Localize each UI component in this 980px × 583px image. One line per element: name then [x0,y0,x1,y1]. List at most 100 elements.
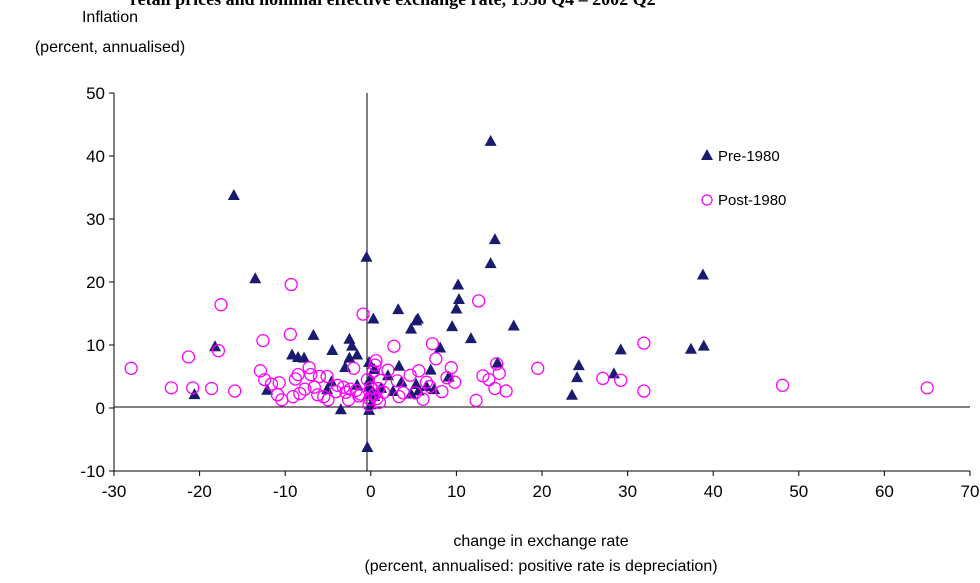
post-1980-point [372,395,387,409]
post-1980-point [291,367,305,382]
pre-1980-point [367,312,380,324]
pre-1980-point [326,344,339,356]
pre-1980-point [249,272,262,284]
post-1980-point [211,344,226,358]
pre-1980-point [405,322,418,334]
pre-1980-point [392,303,405,315]
y-axis-label-line2: (percent, annualised) [35,39,185,56]
post-1980-point [419,375,434,389]
pre-1980-point [393,359,406,371]
pre-1980-point [360,250,373,262]
pre-1980-point [614,343,627,355]
post-1980-point [381,363,395,377]
pre-1980-point [565,388,578,400]
post-1980-point [435,384,449,399]
post-1980-point [531,361,545,375]
y-tick-label: 0 [96,399,105,418]
post-1980-point [330,378,345,392]
x-tick-label: 60 [875,482,894,501]
x-tick-label: 10 [447,482,466,501]
post-1980-point [264,377,279,391]
pre-1980-point [428,383,441,395]
x-tick-label: -10 [273,482,298,501]
y-tick-label: 10 [86,336,105,355]
post-1980-point [253,364,268,378]
post-1980-point [307,380,321,394]
y-tick-label: 30 [86,210,105,229]
post-1980-point [369,354,383,368]
pre-1980-point [452,278,465,290]
post-1980-point [293,386,307,401]
post-1980-point [775,378,790,392]
pre-1980-point [607,367,620,379]
post-1980-point [304,367,318,382]
pre-1980-point [227,189,240,201]
x-tick-label: 70 [961,482,980,501]
post-1980-point [341,393,356,407]
post-1980-point [258,372,272,387]
post-1980-point [181,350,196,364]
y-tick-label: 50 [86,84,105,103]
post-1980-point [286,390,300,404]
x-tick-label: 40 [704,482,723,501]
post-1980-point [272,376,286,390]
pre-1980-point [424,363,437,375]
post-1980-point [390,374,404,388]
post-1980-point [164,381,179,395]
x-axis-label-line1: change in exchange rate [453,533,628,550]
pre-1980-point [488,233,501,245]
pre-1980-point [343,332,356,344]
x-axis-ticks: -30 -20 -10 0 10 20 30 40 50 60 70 [102,471,980,501]
post-1980-point [347,361,361,375]
pre-1980-point [484,257,497,269]
post-1980-point [329,384,343,399]
pre-1980-point [410,314,423,326]
post-1980-point [637,336,651,350]
pre-1980-point [507,319,520,331]
post-1980-point [444,361,458,375]
pre-1980-point [452,293,465,305]
pre-1980-point [395,375,408,387]
post-1980-point [499,384,513,398]
y-tick-label: -10 [80,462,105,481]
post-1980-point [423,379,437,394]
pre-1980-point [446,320,459,332]
post-1980-point [302,361,316,375]
post-1980-point [469,393,483,408]
x-tick-label: 20 [533,482,552,501]
pre-1980-point [339,361,352,373]
post-1980-point [312,369,327,384]
post-1980-point [228,384,242,398]
post-1980-point [472,294,486,308]
post-1980-point [353,387,368,401]
post-1980-point [356,307,370,321]
post-1980-point [321,393,335,407]
post-1980-point [488,381,502,396]
post-1980-point [392,390,406,404]
legend-pre1980-marker [701,149,713,160]
post-1980-point [412,364,426,378]
post-1980-point [317,390,331,404]
post-1980-point [387,339,401,353]
y-axis-ticks: -10 0 10 20 30 40 50 [80,84,114,481]
pre-1980-point [351,348,364,360]
pre-1980-point [307,328,320,340]
post-1980-point [425,337,440,351]
pre-1980-point [491,356,504,368]
post-1980-point [637,384,651,398]
post-1980-point [283,327,297,341]
pre-1980-point [361,441,374,453]
y-tick-label: 40 [86,147,105,166]
y-tick-label: 20 [86,273,105,292]
post-1980-point [214,298,228,312]
x-axis-label-line2: (percent, annualised: positive rate is d… [364,558,717,575]
pre-1980-point [345,339,358,351]
pre-1980-point [484,134,497,146]
pre-1980-point [684,342,697,354]
post-1980-point [124,361,138,375]
pre-1980-point [571,371,584,383]
post-1980-point [429,352,443,366]
y-axis-label-line1: Inflation [82,9,138,26]
legend-post1980-marker [701,194,713,206]
